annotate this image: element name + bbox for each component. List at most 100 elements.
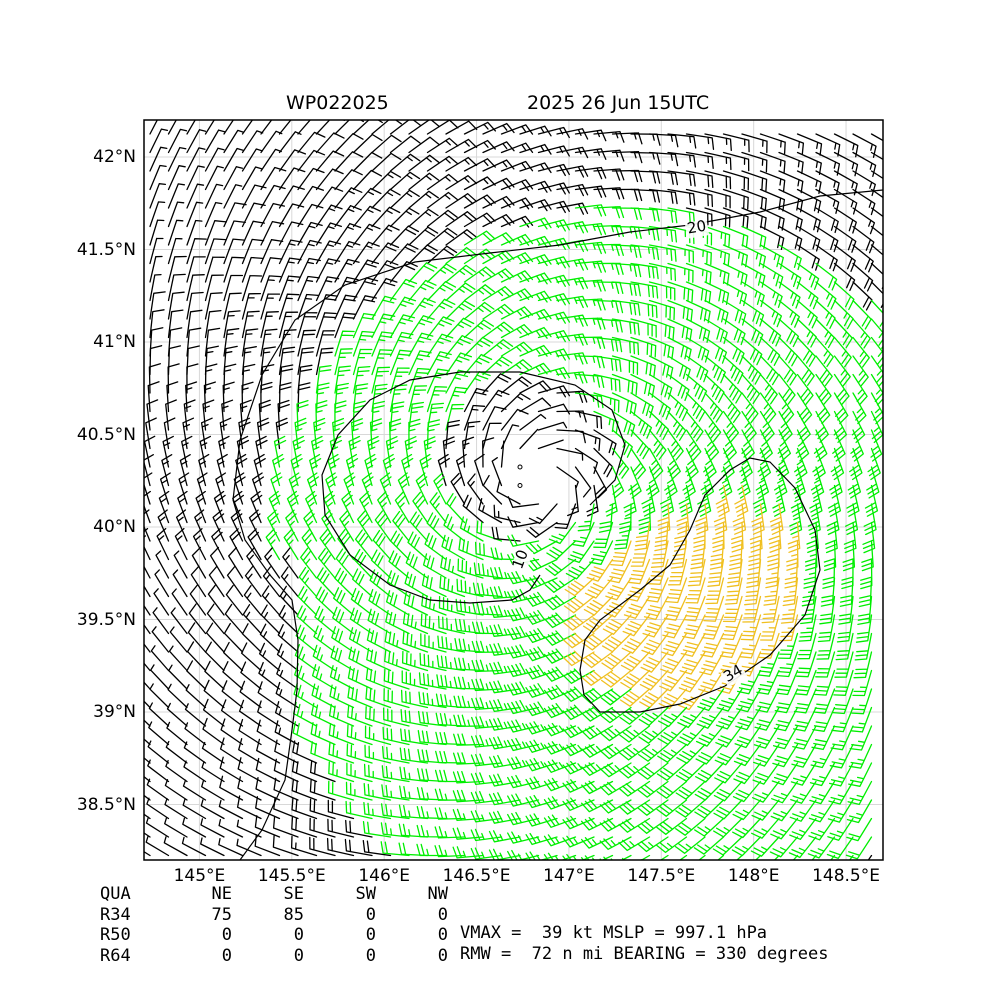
wind-barb <box>319 528 336 561</box>
wind-barb <box>618 780 651 797</box>
wind-barb <box>763 577 780 606</box>
wind-barb <box>593 336 623 353</box>
wind-barb <box>757 651 780 677</box>
wind-barb <box>401 670 429 690</box>
wind-barb <box>334 187 363 209</box>
wind-barb <box>297 131 326 154</box>
wind-barb <box>369 569 392 598</box>
wind-barb <box>186 363 199 394</box>
radius-value: 0 <box>365 925 376 946</box>
wind-barb <box>204 274 224 302</box>
wind-barb <box>798 614 817 642</box>
wind-barb <box>297 329 316 357</box>
wind-barb <box>525 575 558 589</box>
wind-barb <box>722 429 737 462</box>
wind-barb <box>737 466 751 499</box>
wind-barb <box>278 149 307 172</box>
wind-barb <box>826 503 840 536</box>
wind-barb <box>219 756 244 783</box>
wind-barb <box>146 797 170 820</box>
wind-barb <box>673 521 688 552</box>
wind-barb <box>371 331 394 357</box>
wind-barb <box>648 244 677 262</box>
wind-barb <box>852 373 868 406</box>
wind-barb <box>488 754 521 769</box>
wind-barb <box>364 453 377 487</box>
wind-barb <box>434 826 466 839</box>
wind-barb <box>827 484 842 517</box>
wind-barb <box>618 836 651 852</box>
wind-barb <box>525 832 558 846</box>
wind-barb <box>204 147 225 172</box>
wind-barb <box>244 565 262 598</box>
wind-barb <box>276 643 299 672</box>
wind-barb <box>435 693 466 709</box>
wind-barb <box>200 818 225 838</box>
wind-barb <box>278 311 299 339</box>
wind-barb <box>195 490 207 524</box>
wind-barb <box>754 706 780 731</box>
wind-barb <box>315 222 342 246</box>
wind-barb <box>816 632 836 660</box>
wind-barb <box>144 700 151 709</box>
wind-barb <box>144 738 151 746</box>
wind-barb <box>260 293 281 320</box>
wind-barb <box>348 627 373 653</box>
wind-barb <box>500 306 533 320</box>
wind-barb <box>165 740 188 764</box>
wind-barb <box>310 722 336 746</box>
wind-barb <box>170 607 188 635</box>
wind-barb <box>144 490 151 524</box>
wind-barb <box>525 557 558 572</box>
wind-barb <box>519 143 552 155</box>
wind-barb <box>833 262 856 292</box>
wind-barb <box>223 622 244 653</box>
wind-barb <box>408 244 438 265</box>
wind-barb <box>149 164 167 191</box>
wind-barb <box>291 797 318 820</box>
wind-barb <box>463 404 486 431</box>
wind-barb <box>694 817 725 837</box>
wind-barb <box>861 540 874 572</box>
wind-barb <box>310 702 336 727</box>
wind-barb <box>556 146 589 159</box>
wind-barb <box>200 417 213 450</box>
wind-barb <box>792 706 817 732</box>
wind-barb <box>463 371 491 394</box>
wind-barb <box>646 466 660 499</box>
wind-barb <box>297 167 325 191</box>
wind-barb <box>354 529 373 561</box>
wind-barb <box>637 780 669 798</box>
wind-barb <box>241 256 264 283</box>
wind-barb <box>742 595 762 623</box>
wind-barb <box>695 762 725 783</box>
wind-barb <box>171 588 188 616</box>
wind-barb <box>292 435 305 468</box>
wind-barb <box>452 752 484 765</box>
wind-barb <box>402 611 429 635</box>
wind-barb <box>582 651 614 669</box>
wind-barb <box>648 207 678 224</box>
wind-barb <box>223 202 247 228</box>
wind-barb <box>813 429 828 462</box>
wind-barb <box>519 217 552 230</box>
wind-barb <box>352 330 375 357</box>
wind-barb <box>847 780 873 806</box>
wind-barb <box>803 558 817 589</box>
wind-barb <box>247 528 262 561</box>
wind-barb <box>852 225 875 254</box>
wind-barb <box>185 684 207 709</box>
wind-barb <box>600 725 632 742</box>
wind-barb <box>426 281 457 302</box>
wind-barb <box>369 418 383 450</box>
wind-barb <box>577 503 595 532</box>
wind-barb <box>611 281 641 297</box>
wind-barb <box>714 743 743 766</box>
radii-row-r50: R50 0 0 0 0 <box>100 925 448 946</box>
wind-barb <box>352 120 383 135</box>
wind-barb <box>470 772 503 786</box>
wind-barb <box>272 815 299 838</box>
wind-barb <box>470 753 503 767</box>
wind-barb <box>315 330 336 357</box>
wind-barb <box>807 836 836 859</box>
